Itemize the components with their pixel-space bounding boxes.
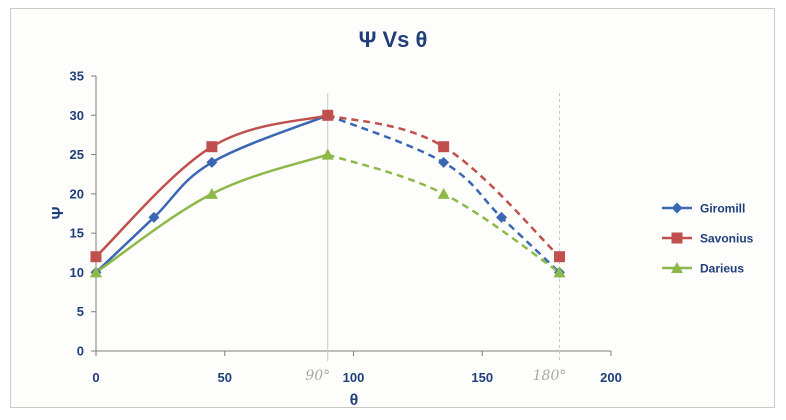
darieus-data-point bbox=[90, 266, 102, 278]
giromill-data-point bbox=[148, 211, 160, 223]
chart-title: Ψ Vs θ bbox=[359, 27, 428, 52]
legend-label-savonius: Savonius bbox=[700, 232, 754, 246]
y-tick-label: 30 bbox=[70, 108, 84, 123]
darieus-series-line-dashed bbox=[327, 153, 561, 274]
legend: Giromill Savonius Darieus bbox=[662, 202, 754, 276]
x-axis-label: θ bbox=[350, 392, 359, 409]
giromill-data-point bbox=[496, 211, 508, 223]
savonius-data-point bbox=[438, 141, 450, 153]
savonius-data-point bbox=[206, 141, 218, 153]
x-tick-label: 0 bbox=[92, 370, 99, 385]
y-tick-label: 15 bbox=[70, 226, 84, 241]
savonius-series-line-solid bbox=[95, 114, 329, 258]
annotation-label: 90° bbox=[305, 368, 330, 384]
savonius-data-point bbox=[90, 251, 102, 263]
tick-labels: 0 5 10 15 20 25 30 35 0 50 100 150 200 bbox=[70, 69, 622, 386]
giromill-data-point bbox=[438, 156, 450, 168]
legend-marker-giromill bbox=[671, 202, 683, 214]
annotations: 90° 180° bbox=[305, 93, 566, 384]
legend-label-giromill: Giromill bbox=[700, 202, 745, 216]
series-markers bbox=[90, 109, 566, 278]
savonius-series-line-dashed bbox=[327, 114, 561, 258]
x-tick-label: 50 bbox=[218, 370, 232, 385]
legend-label-darieus: Darieus bbox=[700, 262, 744, 276]
x-tick-label: 100 bbox=[343, 370, 365, 385]
legend-marker-savonius bbox=[671, 232, 683, 244]
y-tick-label: 35 bbox=[70, 69, 84, 84]
y-tick-label: 25 bbox=[70, 147, 84, 162]
y-tick-label: 5 bbox=[77, 304, 84, 319]
y-tick-label: 10 bbox=[70, 265, 84, 280]
savonius-data-point bbox=[554, 251, 565, 263]
y-tick-label: 0 bbox=[77, 344, 84, 359]
legend-marker-darieus bbox=[671, 262, 683, 273]
darieus-data-point bbox=[205, 187, 218, 199]
chart-frame bbox=[10, 8, 775, 408]
giromill-data-point bbox=[206, 156, 218, 168]
y-tick-label: 20 bbox=[70, 186, 84, 201]
darieus-series-line-solid bbox=[95, 153, 329, 274]
darieus-data-point bbox=[437, 187, 450, 199]
giromill-series-line-solid bbox=[95, 114, 329, 274]
annotation-label: 180° bbox=[533, 368, 567, 384]
savonius-data-point bbox=[322, 109, 334, 121]
x-tick-label: 150 bbox=[471, 370, 493, 385]
y-axis-label: Ψ bbox=[50, 206, 67, 219]
axes bbox=[91, 75, 612, 356]
x-tick-label: 200 bbox=[600, 370, 622, 385]
darieus-data-point bbox=[321, 148, 334, 160]
darieus-data-point bbox=[553, 266, 566, 278]
giromill-series-line-dashed bbox=[327, 114, 561, 274]
